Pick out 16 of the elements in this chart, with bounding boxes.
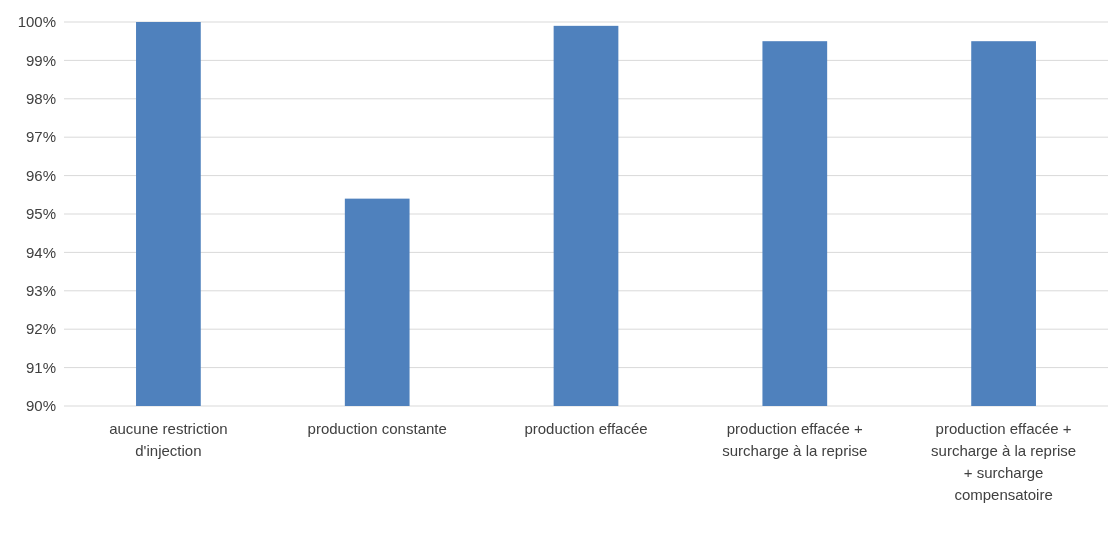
y-tick-label: 94% [25,243,56,261]
y-tick-label: 100% [17,13,56,31]
x-tick-label: production constante [307,420,447,437]
y-tick-label: 90% [25,397,56,415]
x-tick-label: aucune restriction d'injection [109,420,228,459]
y-tick-label: 91% [25,358,56,376]
y-tick-label: 93% [25,282,56,300]
y-tick-label: 92% [25,320,56,338]
y-tick-label: 97% [25,128,56,146]
y-tick-label: 98% [25,90,56,108]
x-tick-label: production effacée [524,420,648,437]
y-tick-label: 99% [25,51,56,69]
x-tick-label: production effacée + surcharge à la reprise + surcharge compensatoire [931,420,1077,503]
y-tick-label: 96% [25,166,56,184]
x-tick-label: production effacée + surcharge à la reprise [722,420,868,459]
y-tick-label: 95% [25,205,56,223]
